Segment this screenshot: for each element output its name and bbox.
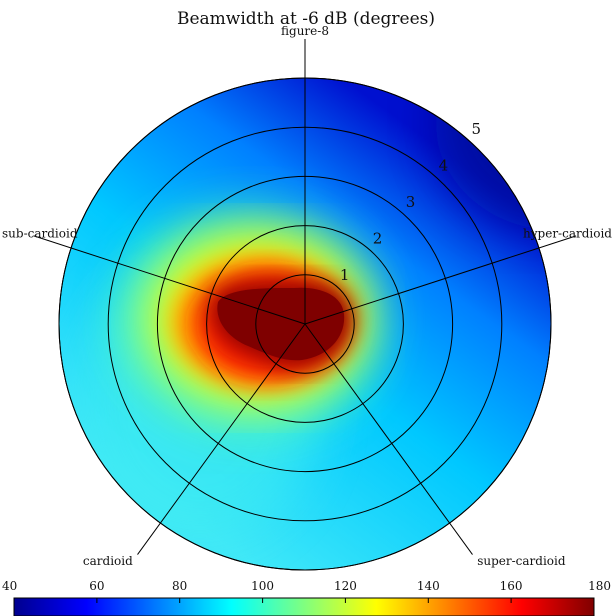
colorbar: 40 60 80 100 120 140 160 180 [2, 579, 611, 616]
colorbar-tick-label: 180 [588, 579, 611, 593]
radial-tick-label: 1 [340, 266, 350, 284]
chart-title: Beamwidth at -6 dB (degrees) [177, 9, 435, 29]
spoke-label: sub-cardioid [2, 227, 78, 241]
spoke-label: cardioid [83, 554, 133, 568]
colorbar-tick-label: 80 [172, 579, 187, 593]
spoke-line [304, 235, 577, 325]
spoke-label: super-cardioid [477, 554, 566, 568]
colorbar-ticks: 40 60 80 100 120 140 160 180 [2, 579, 611, 603]
colorbar-gradient [13, 597, 595, 616]
colorbar-tick-label: 60 [89, 579, 104, 593]
radial-tick-label: 4 [439, 156, 449, 174]
radial-tick-label: 2 [373, 229, 383, 247]
radial-tick-label: 5 [472, 120, 482, 138]
spoke-label: hyper-cardioid [523, 227, 612, 241]
colorbar-tick-label: 160 [500, 579, 523, 593]
colorbar-tick-label: 40 [2, 579, 17, 593]
radial-tick-labels: 1 2 3 4 5 [340, 120, 481, 284]
spoke-line [137, 323, 306, 555]
spoke-labels: figure-8 hyper-cardioid super-cardioid card… [2, 24, 612, 568]
spoke-label: figure-8 [281, 24, 329, 38]
colorbar-tick-label: 140 [417, 579, 440, 593]
colorbar-tick-label: 100 [251, 579, 274, 593]
colorbar-tick-label: 120 [334, 579, 357, 593]
heatmap-field [59, 78, 551, 570]
polar-grid [33, 39, 577, 571]
radial-tick-label: 3 [406, 193, 416, 211]
spoke-line [304, 323, 473, 555]
spoke-line [33, 235, 306, 325]
outer-boundary [58, 77, 552, 571]
